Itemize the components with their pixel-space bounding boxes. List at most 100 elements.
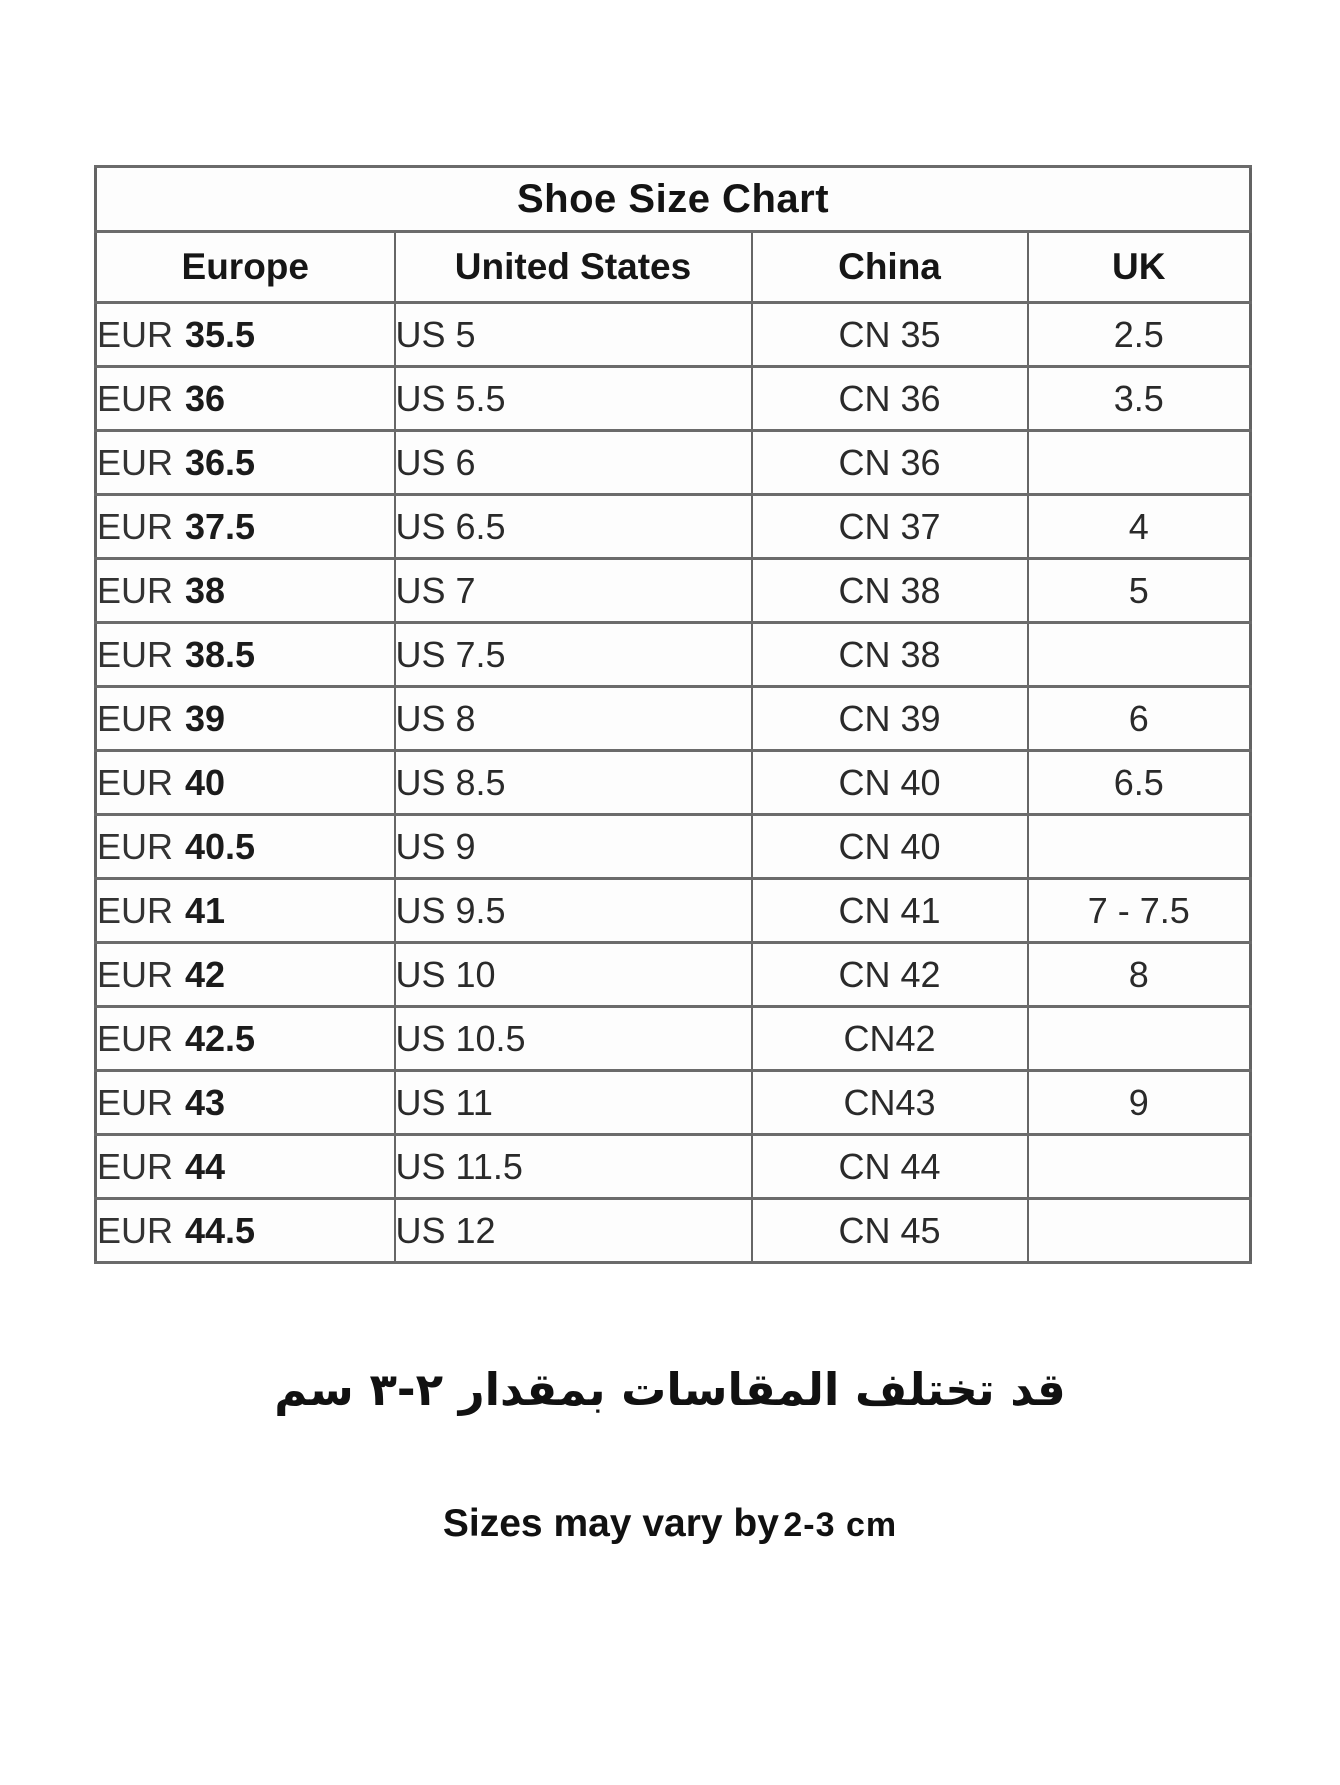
cell-europe: EUR 42.5: [94, 1005, 396, 1072]
cell-china: CN 36: [750, 365, 1029, 432]
eur-size: 44: [185, 1145, 226, 1187]
eur-prefix: EUR: [97, 569, 174, 611]
cell-china: CN 41: [750, 877, 1029, 944]
cell-us: US 6: [393, 429, 753, 496]
cell-europe: EUR 37.5: [94, 493, 396, 560]
eur-prefix: EUR: [97, 1017, 174, 1059]
eur-prefix: EUR: [97, 441, 174, 483]
size-table-body: EUR 35.5 US 5 CN 35 2.5 EUR 36 US 5.5 CN 36 3.5 EU…: [94, 301, 1252, 1264]
cell-us: US 5.5: [393, 365, 753, 432]
cell-china: CN 35: [750, 301, 1029, 368]
cell-china: CN 39: [750, 685, 1029, 752]
cell-uk: 6.5: [1026, 749, 1252, 816]
cell-europe: EUR 36: [94, 365, 396, 432]
eur-size: 38.5: [185, 633, 256, 675]
eur-size: 40: [185, 761, 226, 803]
size-table: Shoe Size Chart Europe United States Chi…: [94, 165, 1253, 1264]
eur-size: 36.5: [185, 441, 256, 483]
table-header-row: Europe United States China UK: [94, 230, 1252, 304]
table-row: EUR 37.5 US 6.5 CN 37 4: [94, 493, 1252, 560]
eur-size: 40.5: [185, 825, 256, 867]
cell-europe: EUR 38.5: [94, 621, 396, 688]
table-row: EUR 39 US 8 CN 39 6: [94, 685, 1252, 752]
cell-us: US 8.5: [393, 749, 753, 816]
cell-china: CN 42: [750, 941, 1029, 1008]
eur-prefix: EUR: [97, 633, 174, 675]
cell-europe: EUR 39: [94, 685, 396, 752]
note-english-main: Sizes may vary by: [442, 1502, 779, 1545]
cell-china: CN 40: [750, 749, 1029, 816]
cell-europe: EUR 38: [94, 557, 396, 624]
eur-size: 42: [185, 953, 226, 995]
table-row: EUR 38 US 7 CN 38 5: [94, 557, 1252, 624]
column-header-united-states: United States: [393, 230, 753, 304]
cell-china: CN 36: [750, 429, 1029, 496]
eur-prefix: EUR: [97, 761, 174, 803]
cell-us: US 7.5: [393, 621, 753, 688]
cell-us: US 8: [393, 685, 753, 752]
table-row: EUR 42 US 10 CN 42 8: [94, 941, 1252, 1008]
cell-uk: 6: [1026, 685, 1252, 752]
note-arabic: قد تختلف المقاسات بمقدار ٢-٣ سم: [274, 1363, 1066, 1416]
cell-china: CN 38: [750, 557, 1029, 624]
cell-europe: EUR 36.5: [94, 429, 396, 496]
cell-uk: [1026, 1133, 1252, 1200]
table-title-row: Shoe Size Chart: [94, 165, 1252, 233]
cell-china: CN 38: [750, 621, 1029, 688]
cell-us: US 6.5: [393, 493, 753, 560]
cell-europe: EUR 44: [94, 1133, 396, 1200]
cell-europe: EUR 44.5: [94, 1197, 396, 1264]
note-english: Sizes may vary by 2-3 cm: [0, 1502, 1340, 1546]
cell-us: US 9: [393, 813, 753, 880]
eur-prefix: EUR: [97, 505, 174, 547]
column-header-china: China: [750, 230, 1029, 304]
cell-uk: [1026, 621, 1252, 688]
cell-us: US 9.5: [393, 877, 753, 944]
column-header-uk: UK: [1026, 230, 1252, 304]
cell-uk: 9: [1026, 1069, 1252, 1136]
cell-us: US 5: [393, 301, 753, 368]
table-row: EUR 38.5 US 7.5 CN 38: [94, 621, 1252, 688]
cell-uk: 3.5: [1026, 365, 1252, 432]
cell-europe: EUR 42: [94, 941, 396, 1008]
eur-prefix: EUR: [97, 1209, 174, 1251]
table-row: EUR 40.5 US 9 CN 40: [94, 813, 1252, 880]
cell-us: US 11.5: [393, 1133, 753, 1200]
cell-uk: [1026, 1005, 1252, 1072]
table-row: EUR 40 US 8.5 CN 40 6.5: [94, 749, 1252, 816]
cell-china: CN43: [750, 1069, 1029, 1136]
cell-uk: 2.5: [1026, 301, 1252, 368]
cell-europe: EUR 43: [94, 1069, 396, 1136]
table-row: EUR 36 US 5.5 CN 36 3.5: [94, 365, 1252, 432]
eur-size: 42.5: [185, 1017, 256, 1059]
column-header-europe: Europe: [94, 230, 396, 304]
eur-prefix: EUR: [97, 889, 174, 931]
table-row: EUR 44 US 11.5 CN 44: [94, 1133, 1252, 1200]
eur-size: 35.5: [185, 313, 256, 355]
eur-prefix: EUR: [97, 377, 174, 419]
cell-us: US 7: [393, 557, 753, 624]
table-row: EUR 35.5 US 5 CN 35 2.5: [94, 301, 1252, 368]
eur-prefix: EUR: [97, 825, 174, 867]
cell-china: CN42: [750, 1005, 1029, 1072]
eur-prefix: EUR: [97, 1145, 174, 1187]
eur-size: 38: [185, 569, 226, 611]
table-row: EUR 36.5 US 6 CN 36: [94, 429, 1252, 496]
cell-china: CN 40: [750, 813, 1029, 880]
cell-europe: EUR 40.5: [94, 813, 396, 880]
cell-uk: 8: [1026, 941, 1252, 1008]
cell-us: US 11: [393, 1069, 753, 1136]
eur-size: 37.5: [185, 505, 256, 547]
cell-europe: EUR 35.5: [94, 301, 396, 368]
shoe-size-chart: Shoe Size Chart Europe United States Chi…: [94, 165, 1253, 1264]
cell-china: CN 45: [750, 1197, 1029, 1264]
cell-china: CN 37: [750, 493, 1029, 560]
cell-europe: EUR 40: [94, 749, 396, 816]
eur-size: 39: [185, 697, 226, 739]
cell-uk: [1026, 813, 1252, 880]
cell-uk: [1026, 1197, 1252, 1264]
note-english-size: 2-3 cm: [783, 1506, 898, 1544]
eur-size: 44.5: [185, 1209, 256, 1251]
table-row: EUR 44.5 US 12 CN 45: [94, 1197, 1252, 1264]
